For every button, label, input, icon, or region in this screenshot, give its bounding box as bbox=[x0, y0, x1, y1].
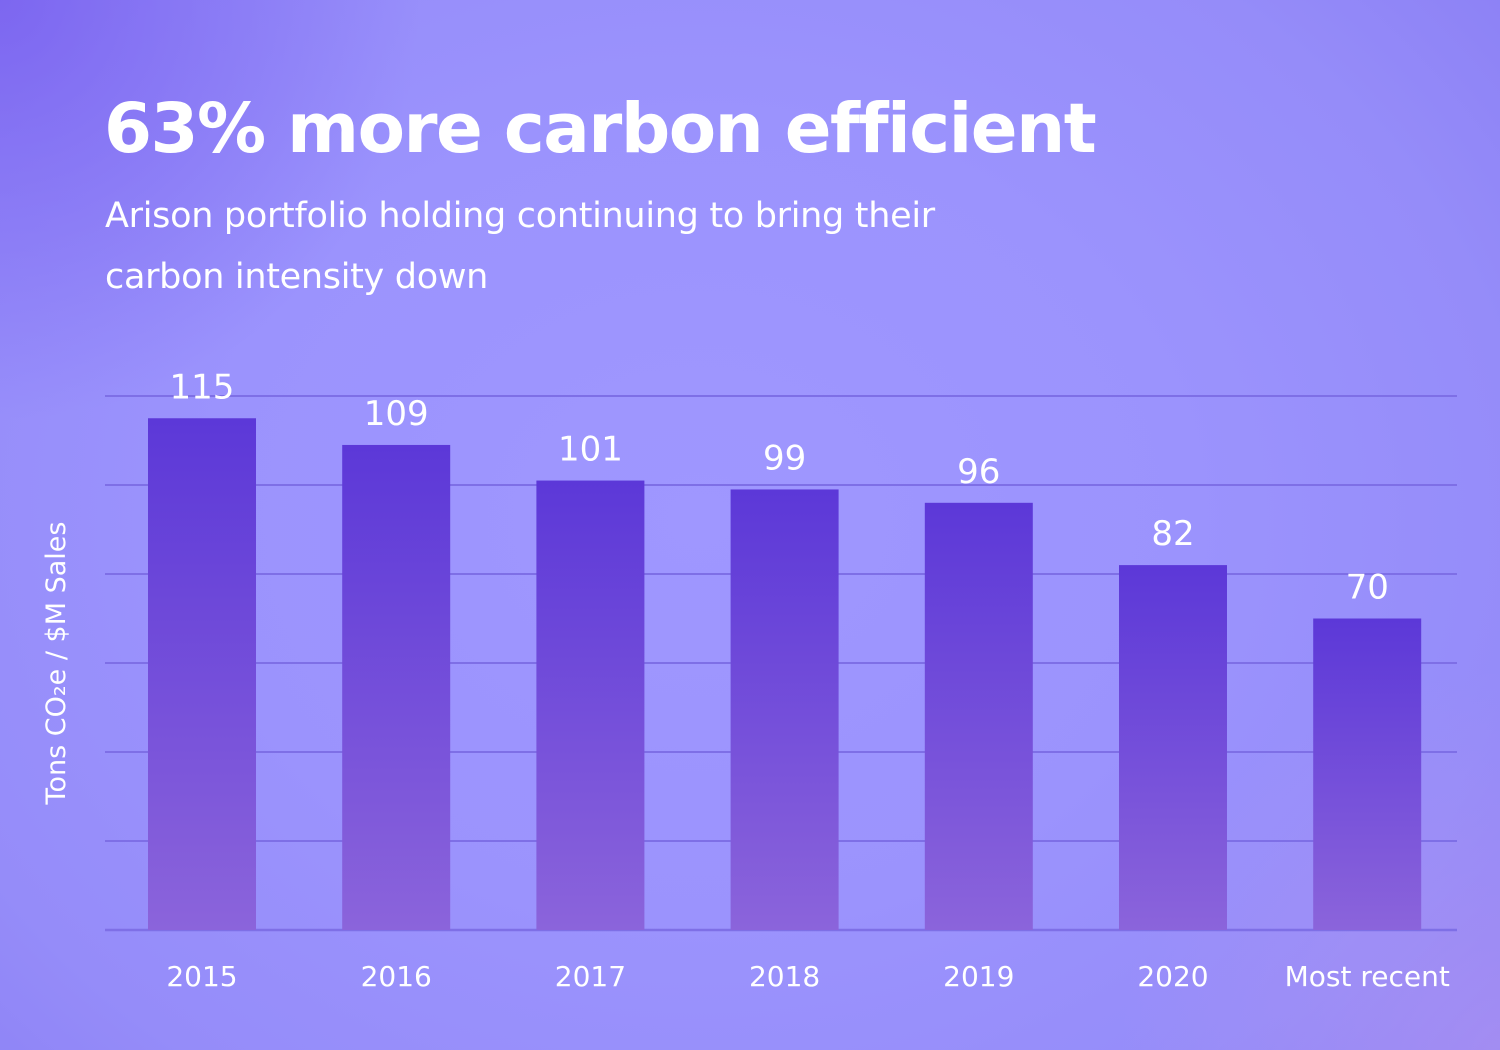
x-tick-label: Most recent bbox=[1285, 960, 1450, 993]
x-tick-label: 2017 bbox=[555, 960, 626, 993]
data-label: 70 bbox=[1346, 568, 1389, 608]
x-tick-label: 2018 bbox=[749, 960, 820, 993]
x-tick-label: 2020 bbox=[1137, 960, 1208, 993]
data-label: 82 bbox=[1151, 514, 1194, 554]
x-tick-label: 2019 bbox=[943, 960, 1014, 993]
bar-2016 bbox=[342, 444, 451, 930]
data-label: 99 bbox=[763, 438, 806, 478]
x-axis-tick-labels: 2015 2016 2017 2018 2019 2020 Most recent bbox=[166, 960, 1449, 993]
y-axis-label: Tons CO₂e / $M Sales bbox=[41, 522, 72, 806]
x-tick-label: 2015 bbox=[166, 960, 237, 993]
data-labels: 115 109 101 99 96 82 70 bbox=[170, 367, 1389, 607]
bar-2019 bbox=[924, 502, 1033, 930]
data-label: 109 bbox=[364, 394, 429, 434]
chart-title: 63% more carbon efficient bbox=[104, 89, 1097, 169]
data-label: 96 bbox=[957, 452, 1000, 492]
chart-subtitle: Arison portfolio holding continuing to b… bbox=[105, 196, 935, 297]
data-label: 101 bbox=[558, 430, 623, 470]
bar-most-recent bbox=[1313, 618, 1422, 930]
bar-2017 bbox=[536, 480, 645, 930]
bar-2018 bbox=[730, 489, 839, 930]
bars bbox=[148, 418, 1422, 930]
bar-2015 bbox=[148, 418, 256, 930]
data-label: 115 bbox=[170, 367, 235, 407]
bar-2020 bbox=[1119, 565, 1227, 930]
x-tick-label: 2016 bbox=[361, 960, 432, 993]
